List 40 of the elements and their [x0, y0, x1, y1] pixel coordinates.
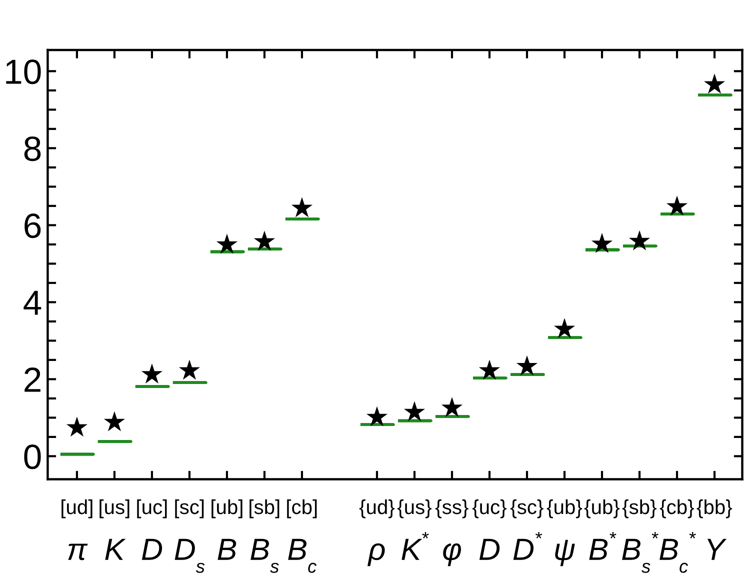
point: [441, 396, 463, 418]
point: [628, 230, 650, 250]
x-tick-label: [us] K: [100, 499, 130, 560]
category-label: {cb} Bc*: [660, 499, 696, 573]
x-tick-label: {sc} D*: [510, 499, 544, 560]
point: [141, 363, 163, 384]
y-tick-label: 2: [24, 368, 40, 392]
y-tick-label: 0: [24, 444, 41, 470]
x-tick-label: [cb] Bc: [287, 499, 317, 573]
point: [104, 411, 126, 432]
y-tick-label: 4: [24, 290, 42, 315]
point: [478, 360, 500, 380]
category-label: [ud] π: [62, 499, 92, 560]
point: [66, 416, 88, 437]
x-tick-label: [uc] D: [137, 499, 167, 560]
y-tick-label: 10: [6, 60, 41, 84]
point: [178, 360, 200, 380]
point: [291, 197, 313, 218]
point: [554, 318, 576, 338]
x-tick-label: {bb} Υ: [696, 499, 732, 560]
point: [216, 234, 238, 254]
x-tick-label: {uc} D: [472, 499, 506, 560]
category-label: {sb} Bs*: [622, 499, 658, 573]
x-tick-label: {us} K*: [397, 499, 432, 560]
y-tick-label: 8: [24, 136, 41, 162]
x-tick-label: [ub] B: [212, 499, 242, 560]
point: [591, 232, 613, 254]
x-tick-label: [sc] Ds: [174, 499, 205, 573]
x-tick-label: {ub} B*: [584, 499, 620, 560]
category-label: {ud} ρ: [359, 499, 395, 566]
point: [516, 355, 538, 376]
point: [404, 401, 426, 422]
y-tick-label: 6: [24, 214, 41, 238]
point: [366, 406, 388, 426]
category-label: {ss} φ: [435, 499, 468, 566]
point: [704, 74, 726, 94]
x-tick-label: [sb] Bs: [250, 499, 280, 573]
point: [666, 196, 688, 216]
x-tick-label: {ub} ψ: [546, 499, 582, 566]
point: [254, 230, 276, 251]
